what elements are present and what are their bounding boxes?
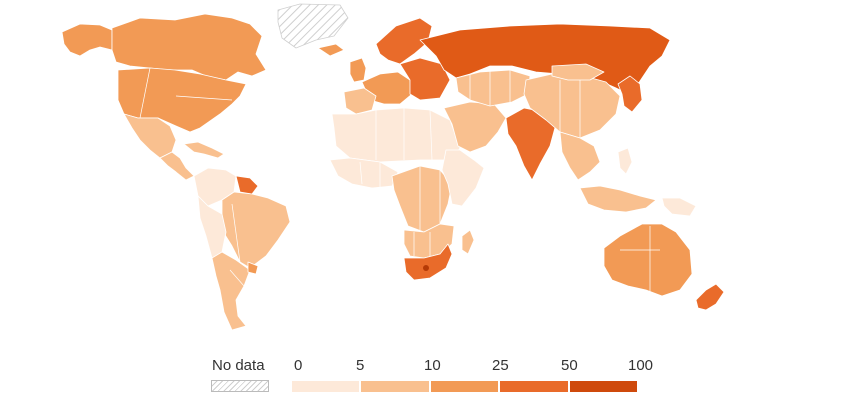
region-guianas [235, 175, 259, 195]
region-central-africa [391, 165, 453, 233]
legend-tick-label: 25 [492, 357, 509, 374]
region-brazil [221, 191, 291, 269]
region-eastern-europe [399, 57, 451, 101]
region-korea-japan [617, 75, 643, 113]
legend-tick-label: 10 [424, 357, 441, 374]
region-west-africa [329, 157, 399, 189]
legend-bin-swatch [499, 380, 569, 393]
legend-tick-label: 50 [561, 357, 578, 374]
region-indonesia [579, 185, 657, 213]
region-canada [111, 13, 267, 81]
region-central-asia [455, 69, 531, 107]
region-greenland [277, 3, 349, 49]
region-mongolia [551, 63, 605, 81]
region-uk-ireland [349, 57, 367, 83]
country-border-line [359, 161, 363, 185]
region-scandinavia [375, 17, 433, 65]
region-iberia [343, 87, 377, 115]
region-uruguay [247, 261, 259, 275]
region-central-america [159, 151, 195, 181]
region-southeast-asia [559, 131, 601, 181]
country-border-line [209, 205, 223, 215]
legend-no-data-label: No data [212, 357, 265, 374]
legend-tick-label: 100 [628, 357, 654, 374]
country-border-line [139, 67, 151, 119]
region-new-zealand [695, 283, 725, 311]
legend-tick-label: 0 [294, 357, 303, 374]
country-regions [61, 3, 725, 331]
region-east-africa [441, 149, 485, 207]
region-alaska [61, 23, 113, 57]
region-madagascar [461, 229, 475, 255]
legend-tick-label: 5 [356, 357, 365, 374]
country-border-line [231, 203, 241, 263]
legend-bin-swatch [429, 380, 500, 393]
region-lesotho [423, 265, 429, 271]
region-papua [661, 197, 697, 217]
region-iceland [317, 43, 345, 57]
country-border-line [429, 109, 433, 161]
country-border-line [175, 95, 233, 101]
legend-bin-swatch [291, 380, 361, 393]
region-philippines [617, 147, 633, 175]
region-australia [603, 223, 693, 297]
region-north-africa [331, 107, 461, 163]
region-south-africa [403, 243, 453, 281]
country-borders [139, 66, 660, 296]
legend-bin-swatch [360, 380, 430, 393]
legend-bin-swatch [568, 380, 638, 393]
legend-no-data-swatch [211, 380, 269, 392]
region-southern-cone [211, 251, 251, 331]
region-caribbean [183, 141, 225, 159]
country-border-line [229, 269, 245, 287]
